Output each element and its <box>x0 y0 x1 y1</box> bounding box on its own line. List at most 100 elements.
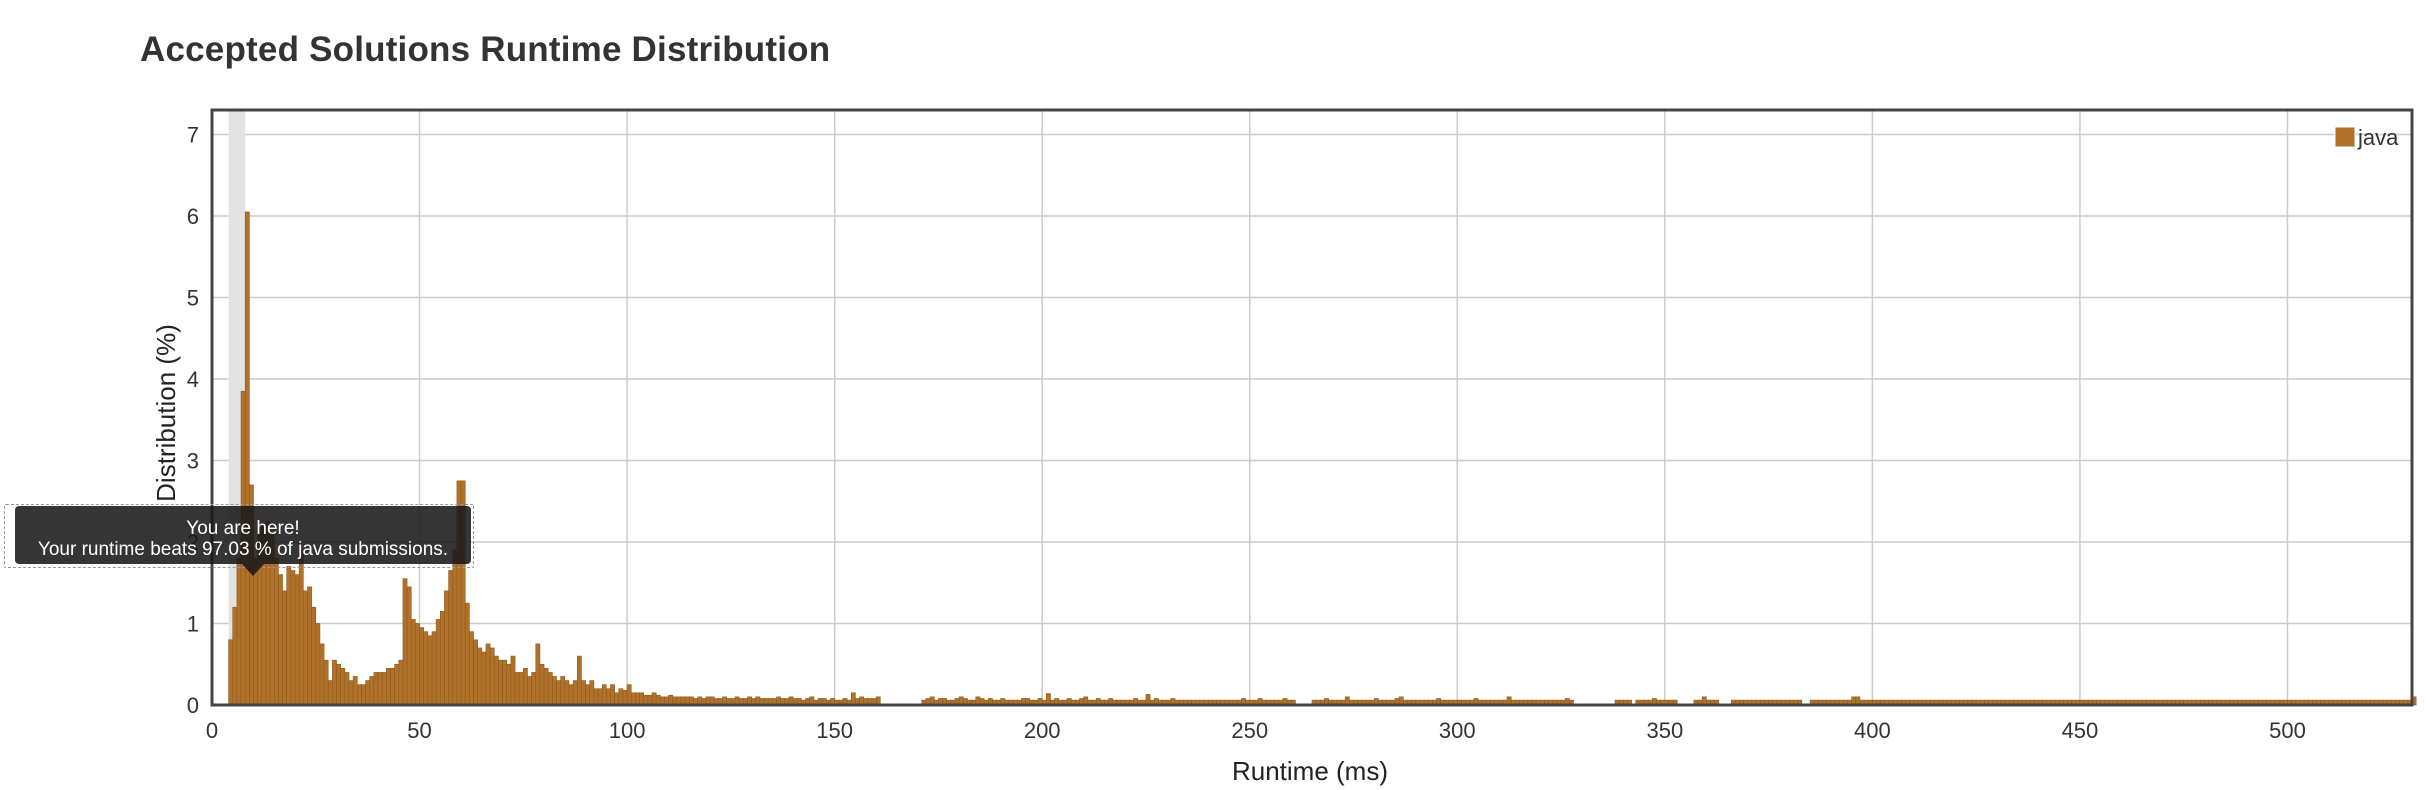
bar-java-84[interactable] <box>560 676 566 706</box>
bar-java-18[interactable] <box>286 566 292 706</box>
bar-java-26[interactable] <box>319 643 325 706</box>
bar-java-86[interactable] <box>568 684 574 706</box>
bar-java-22[interactable] <box>303 590 308 706</box>
bar-java-29[interactable] <box>332 659 337 706</box>
bar-java-27[interactable] <box>323 659 329 706</box>
bar-java-73[interactable] <box>514 672 520 706</box>
bar-java-100[interactable] <box>626 684 632 706</box>
bar-java-33[interactable] <box>348 680 354 706</box>
bar-java-45[interactable] <box>398 659 404 706</box>
bar-java-97[interactable] <box>614 692 620 706</box>
bar-java-37[interactable] <box>365 680 371 706</box>
bar-java-82[interactable] <box>552 676 557 706</box>
bar-java-36[interactable] <box>361 684 366 706</box>
bar-java-69[interactable] <box>498 659 503 706</box>
bar-java-68[interactable] <box>493 655 499 706</box>
bar-java-19[interactable] <box>290 570 296 706</box>
bar-java-20[interactable] <box>294 574 300 706</box>
bar-java-4[interactable] <box>228 639 234 706</box>
bar-java-98[interactable] <box>618 688 624 706</box>
bar-java-94[interactable] <box>601 684 607 706</box>
bar-java-88[interactable] <box>576 655 582 706</box>
bar-java-79[interactable] <box>539 663 545 706</box>
bar-java-67[interactable] <box>489 647 495 706</box>
bar-java-51[interactable] <box>423 631 429 706</box>
bar-java-78[interactable] <box>535 643 541 706</box>
bar-java-103[interactable] <box>639 692 644 706</box>
bar-java-40[interactable] <box>377 672 383 706</box>
bar-java-101[interactable] <box>630 692 636 706</box>
bar-java-74[interactable] <box>518 672 524 706</box>
bar-java-39[interactable] <box>373 672 379 706</box>
bar-java-48[interactable] <box>410 619 416 706</box>
bar-java-24[interactable] <box>311 606 317 706</box>
bar-java-72[interactable] <box>510 655 516 706</box>
bar-java-23[interactable] <box>307 586 312 706</box>
bar-java-41[interactable] <box>381 672 387 706</box>
bar-java-91[interactable] <box>589 680 595 706</box>
bar-java-52[interactable] <box>427 635 433 706</box>
y-tick-label: 7 <box>187 122 199 147</box>
bar-java-62[interactable] <box>469 631 474 706</box>
bar-java-81[interactable] <box>547 672 553 706</box>
bar-java-77[interactable] <box>531 672 537 706</box>
bar-java-34[interactable] <box>352 676 358 706</box>
bar-java-25[interactable] <box>315 623 321 706</box>
bar-java-54[interactable] <box>435 619 441 706</box>
bar-java-57[interactable] <box>448 570 454 706</box>
bar-java-56[interactable] <box>444 590 449 706</box>
legend[interactable]: java <box>2334 125 2399 150</box>
bar-java-154[interactable] <box>850 692 856 706</box>
bar-java-80[interactable] <box>543 668 549 706</box>
x-tick-label: 500 <box>2269 718 2306 743</box>
bar-java-96[interactable] <box>610 684 615 706</box>
bar-java-99[interactable] <box>622 690 628 706</box>
bar-java-64[interactable] <box>477 647 483 706</box>
bar-java-92[interactable] <box>593 688 599 706</box>
bar-java-5[interactable] <box>232 606 238 706</box>
bar-java-61[interactable] <box>464 602 470 706</box>
bar-java-10[interactable] <box>253 557 258 706</box>
bar-java-35[interactable] <box>356 684 362 706</box>
bar-java-66[interactable] <box>485 643 491 706</box>
bar-java-15[interactable] <box>273 557 279 706</box>
bar-java-42[interactable] <box>386 668 391 706</box>
bar-java-85[interactable] <box>564 680 570 706</box>
bar-java-46[interactable] <box>402 578 408 706</box>
bar-java-90[interactable] <box>585 684 591 706</box>
bar-java-83[interactable] <box>556 680 561 706</box>
bar-java-53[interactable] <box>431 631 437 706</box>
bar-java-55[interactable] <box>440 610 445 706</box>
bar-java-71[interactable] <box>506 663 512 706</box>
bar-java-44[interactable] <box>394 663 400 706</box>
bar-java-47[interactable] <box>406 586 412 706</box>
bar-java-50[interactable] <box>419 627 424 706</box>
bar-java-201[interactable] <box>1046 693 1051 706</box>
bar-java-43[interactable] <box>390 668 395 706</box>
bar-java-28[interactable] <box>327 680 333 706</box>
bar-java-49[interactable] <box>415 623 420 706</box>
bar-java-38[interactable] <box>369 676 375 706</box>
bar-java-70[interactable] <box>502 659 508 706</box>
chart-title: Accepted Solutions Runtime Distribution <box>140 30 831 69</box>
bar-java-32[interactable] <box>344 672 350 706</box>
bar-java-102[interactable] <box>635 692 640 706</box>
bar-java-31[interactable] <box>340 668 346 706</box>
bar-java-89[interactable] <box>581 680 586 706</box>
bar-java-58[interactable] <box>452 549 458 706</box>
bar-java-16[interactable] <box>278 574 283 706</box>
bar-java-8[interactable] <box>244 211 250 706</box>
bar-java-6[interactable] <box>236 557 242 706</box>
bar-java-225[interactable] <box>1145 694 1151 706</box>
bar-java-65[interactable] <box>481 651 487 706</box>
bar-java-93[interactable] <box>597 688 603 706</box>
bar-java-76[interactable] <box>527 676 532 706</box>
bar-java-30[interactable] <box>336 663 341 706</box>
bar-java-21[interactable] <box>298 549 304 706</box>
bar-java-106[interactable] <box>651 692 657 706</box>
bar-java-63[interactable] <box>473 639 478 706</box>
bar-java-75[interactable] <box>523 668 528 706</box>
bar-java-17[interactable] <box>282 590 288 706</box>
bar-java-87[interactable] <box>572 680 578 706</box>
bar-java-95[interactable] <box>606 688 611 706</box>
